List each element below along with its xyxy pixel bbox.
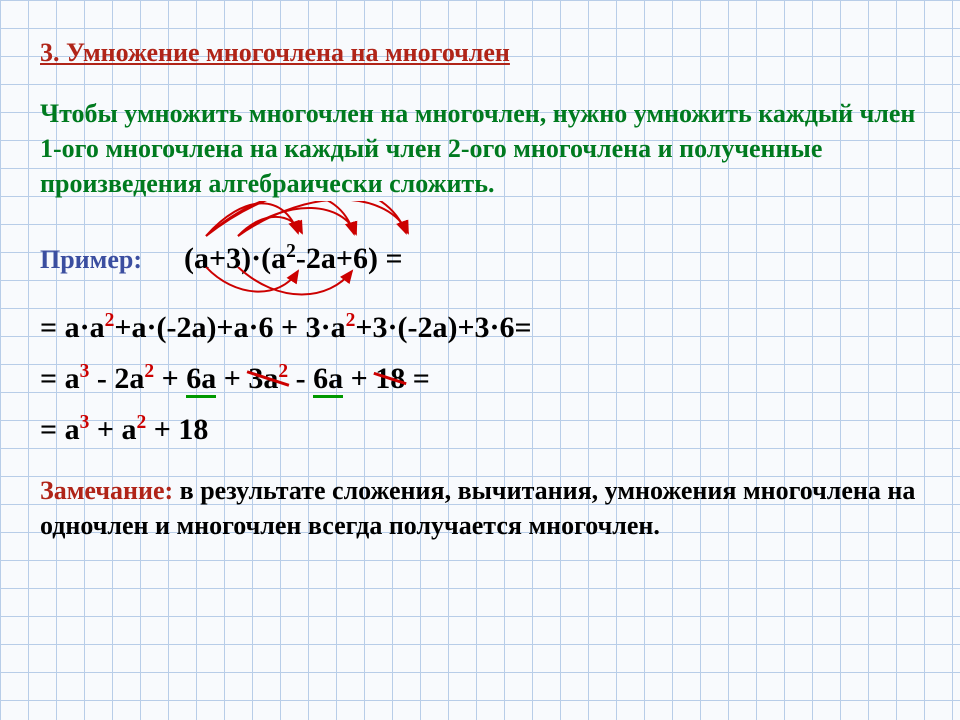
section-heading: 3. Умножение многочлена на многочлен xyxy=(40,38,920,68)
t: - xyxy=(288,362,313,395)
expr-part: (a+3)·(a xyxy=(184,242,286,275)
exponent: 3 xyxy=(80,361,90,382)
t: - 2a xyxy=(89,362,144,395)
like-term: 6a xyxy=(313,362,343,398)
expansion-line-3: = a3 + a2 + 18 xyxy=(40,412,920,447)
remark-block: Замечание: в результате сложения, вычита… xyxy=(40,473,920,543)
t: = a xyxy=(40,413,80,446)
t: = a·a xyxy=(40,311,105,344)
expr-part: -2a+6) = xyxy=(296,242,403,275)
exponent: 2 xyxy=(105,310,115,331)
cancelled-term: 3a2 xyxy=(248,362,288,395)
distribution-arrows-top xyxy=(184,201,444,243)
remark-label: Замечание: xyxy=(40,476,173,505)
example-row: Пример: (a+3)·(a2-2a+6) = xyxy=(40,235,920,282)
t: + 18 xyxy=(146,413,208,446)
expansion-line-2: = a3 - 2a2 + 6a + 3a2 - 6a + 18 = xyxy=(40,361,920,396)
rule-text: Чтобы умножить многочлен на многочлен, н… xyxy=(40,96,920,201)
t: +a·(-2a)+a·6 + 3·a xyxy=(114,311,345,344)
like-term: 6a xyxy=(186,362,216,398)
exponent: 2 xyxy=(346,310,356,331)
t: = xyxy=(405,362,430,395)
cancelled-term: 18 xyxy=(375,362,405,395)
exponent: 2 xyxy=(136,412,146,433)
exponent: 2 xyxy=(144,361,154,382)
expansion-line-1: = a·a2+a·(-2a)+a·6 + 3·a2+3·(-2a)+3·6= xyxy=(40,310,920,345)
slide-content: 3. Умножение многочлена на многочлен Что… xyxy=(0,0,960,563)
example-label: Пример: xyxy=(40,245,142,275)
exponent: 3 xyxy=(80,412,90,433)
t: + xyxy=(343,362,375,395)
t: 3a xyxy=(248,362,278,395)
t: + xyxy=(216,362,248,395)
t: +3·(-2a)+3·6= xyxy=(355,311,531,344)
exponent: 2 xyxy=(278,361,288,382)
exponent: 2 xyxy=(286,241,296,262)
example-expression: (a+3)·(a2-2a+6) = xyxy=(184,235,403,282)
t: + a xyxy=(89,413,136,446)
t: + xyxy=(154,362,186,395)
t: = a xyxy=(40,362,80,395)
